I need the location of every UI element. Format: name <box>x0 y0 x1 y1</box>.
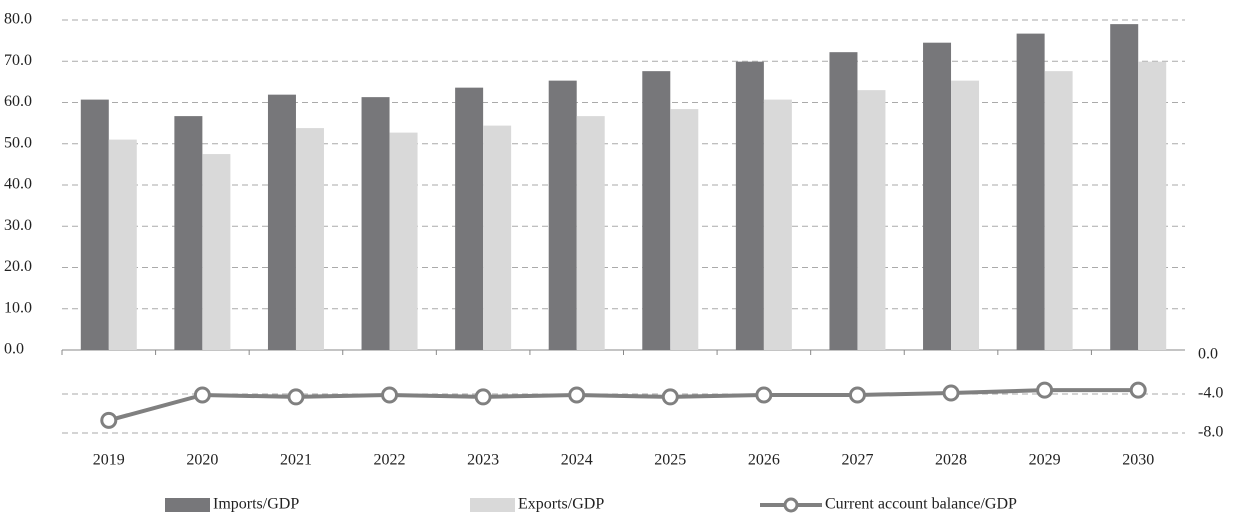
bar <box>548 80 577 350</box>
bar <box>202 154 231 350</box>
y-tick-label: 10.0 <box>4 299 32 316</box>
bar <box>455 87 484 351</box>
y-tick-label: 50.0 <box>4 134 32 151</box>
bar <box>763 99 792 350</box>
y-tick-label: 30.0 <box>4 217 32 234</box>
x-tick-label: 2027 <box>841 452 873 469</box>
bar <box>923 42 952 350</box>
line <box>108 388 1139 423</box>
y2-tick-label: -8.0 <box>1198 424 1223 441</box>
x-tick-label: 2021 <box>280 452 312 469</box>
bar <box>267 94 296 350</box>
bar <box>829 52 858 351</box>
bar <box>295 128 324 350</box>
line-marker <box>755 386 773 404</box>
line-marker <box>193 386 211 404</box>
bar <box>108 139 137 350</box>
line-marker <box>661 388 679 406</box>
y-tick-label: 70.0 <box>4 52 32 69</box>
line-marker <box>568 386 586 404</box>
bar <box>642 71 671 351</box>
y-tick-label: 80.0 <box>4 11 32 28</box>
legend-swatch <box>165 498 210 512</box>
x-tick-label: 2028 <box>935 452 967 469</box>
x-tick-label: 2025 <box>654 452 686 469</box>
x-tick-label: 2019 <box>93 452 125 469</box>
x-tick-label: 2022 <box>374 452 406 469</box>
bar <box>1138 61 1167 350</box>
line-marker <box>942 384 960 402</box>
bar <box>576 116 605 350</box>
y2-tick-label: -4.0 <box>1198 385 1223 402</box>
bar <box>1110 24 1139 350</box>
bar <box>361 97 390 350</box>
y2-tick-label: 0.0 <box>1198 346 1218 363</box>
bar <box>1016 33 1045 351</box>
y-tick-label: 60.0 <box>4 93 32 110</box>
x-tick-label: 2029 <box>1029 452 1061 469</box>
line-marker <box>100 411 118 429</box>
x-tick-label: 2030 <box>1122 452 1154 469</box>
line-marker <box>474 388 492 406</box>
legend-swatch <box>470 498 515 512</box>
y-tick-label: 20.0 <box>4 258 32 275</box>
bar <box>857 90 886 350</box>
legend-label: Exports/GDP <box>518 496 604 513</box>
bar <box>951 80 980 350</box>
x-tick-label: 2020 <box>186 452 218 469</box>
bar <box>389 132 418 350</box>
line-marker <box>381 386 399 404</box>
bar <box>1044 71 1073 351</box>
line-marker <box>1129 381 1147 399</box>
legend-label: Current account balance/GDP <box>825 496 1017 513</box>
bar <box>483 125 512 350</box>
x-tick-label: 2026 <box>748 452 780 469</box>
line-marker <box>848 386 866 404</box>
bar <box>670 109 699 350</box>
line-marker <box>1036 381 1054 399</box>
line-marker <box>287 388 305 406</box>
bar <box>735 61 764 350</box>
y-tick-label: 0.0 <box>4 341 24 358</box>
x-tick-label: 2024 <box>561 452 593 469</box>
y-tick-label: 40.0 <box>4 176 32 193</box>
x-tick-label: 2023 <box>467 452 499 469</box>
bar <box>80 99 109 350</box>
legend-swatch <box>783 497 799 513</box>
legend-label: Imports/GDP <box>213 496 299 513</box>
bar <box>174 116 203 350</box>
